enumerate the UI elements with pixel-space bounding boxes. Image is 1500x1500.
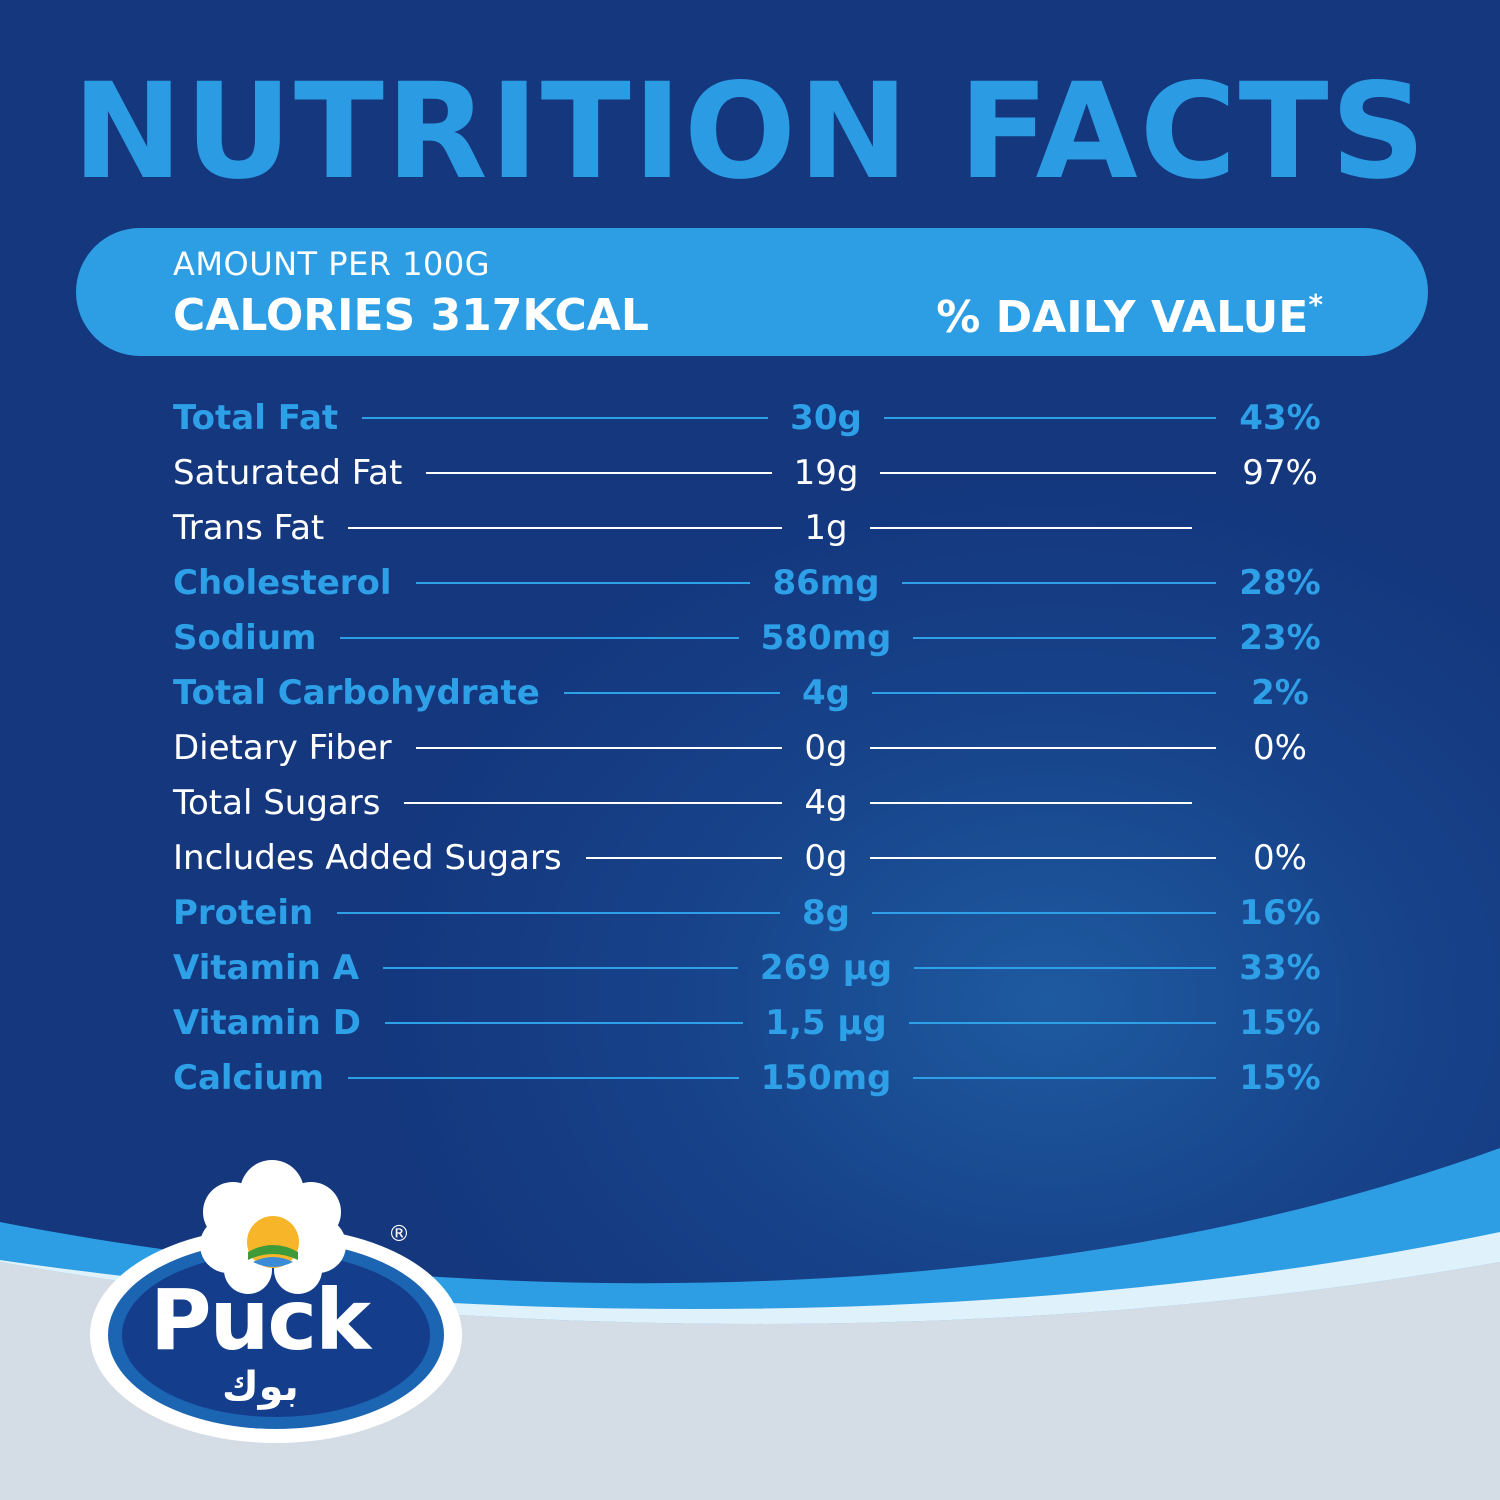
nutrient-amount: 8g [802, 893, 850, 933]
leader-line [415, 747, 783, 749]
nutrient-amount: 19g [793, 453, 859, 493]
nutrient-row: Cholesterol 86mg 28% [0, 563, 1500, 603]
nutrient-name: Total Fat [173, 398, 339, 438]
leader-line [869, 747, 1216, 749]
leader-line [883, 417, 1216, 419]
nutrient-amount: 1g [804, 508, 848, 548]
nutrient-name: Total Carbohydrate [173, 673, 540, 713]
leader-line [337, 912, 780, 914]
leader-line [869, 802, 1192, 804]
leader-line [869, 527, 1192, 529]
nutrient-amount: 30g [790, 398, 862, 438]
daily-value-asterisk: * [1308, 288, 1323, 321]
nutrient-name: Includes Added Sugars [173, 838, 562, 878]
nutrient-row: Protein 8g 16% [0, 893, 1500, 933]
nutrient-name: Dietary Fiber [173, 728, 392, 768]
page-title: NUTRITION FACTS [72, 55, 1428, 209]
leader-line [880, 472, 1216, 474]
nutrient-daily-value: 97% [1242, 453, 1318, 493]
nutrient-daily-value: 0% [1253, 838, 1307, 878]
leader-line [383, 967, 738, 969]
puck-logo [90, 1160, 462, 1443]
nutrient-daily-value: 28% [1239, 563, 1321, 603]
nutrient-row: Sodium 580mg 23% [0, 618, 1500, 658]
nutrient-row: Trans Fat 1g [0, 508, 1500, 548]
nutrient-daily-value: 16% [1239, 893, 1321, 933]
nutrient-name: Sodium [173, 618, 317, 658]
leader-line [340, 637, 739, 639]
nutrient-amount: 0g [804, 728, 848, 768]
leader-line [908, 1022, 1216, 1024]
nutrient-row: Total Sugars 4g [0, 783, 1500, 823]
nutrient-amount: 4g [804, 783, 848, 823]
leader-line [347, 1077, 739, 1079]
leader-line [384, 1022, 744, 1024]
nutrient-daily-value: 15% [1239, 1058, 1321, 1098]
leader-line [901, 582, 1216, 584]
nutrient-amount: 269 µg [759, 948, 893, 988]
nutrient-daily-value: 15% [1239, 1003, 1321, 1043]
nutrient-amount: 580mg [760, 618, 892, 658]
nutrient-name: Total Sugars [173, 783, 381, 823]
nutrient-name: Trans Fat [173, 508, 325, 548]
nutrient-name: Vitamin A [173, 948, 360, 988]
nutrient-name: Vitamin D [173, 1003, 361, 1043]
daily-value-header: % DAILY VALUE* [936, 288, 1323, 343]
nutrient-amount: 150mg [760, 1058, 892, 1098]
leader-line [914, 967, 1216, 969]
nutrient-amount: 0g [804, 838, 848, 878]
leader-line [426, 472, 772, 474]
leader-line [869, 857, 1216, 859]
nutrient-row: Saturated Fat 19g 97% [0, 453, 1500, 493]
nutrient-name: Calcium [173, 1058, 324, 1098]
leader-line [585, 857, 783, 859]
nutrient-name: Protein [173, 893, 314, 933]
header-band: AMOUNT PER 100G CALORIES 317KCAL % DAILY… [76, 228, 1428, 356]
nutrient-daily-value: 33% [1239, 948, 1321, 988]
nutrient-row: Total Carbohydrate 4g 2% [0, 673, 1500, 713]
amount-per-label: AMOUNT PER 100G [173, 245, 491, 283]
nutrient-daily-value: 43% [1239, 398, 1321, 438]
leader-line [415, 582, 751, 584]
nutrient-name: Cholesterol [173, 563, 392, 603]
leader-line [871, 912, 1216, 914]
nutrient-amount: 4g [802, 673, 850, 713]
leader-line [348, 527, 783, 529]
calories-label: CALORIES 317KCAL [173, 290, 649, 341]
leader-line [913, 1077, 1216, 1079]
daily-value-label: % DAILY VALUE [936, 292, 1309, 343]
nutrient-row: Total Fat 30g 43% [0, 398, 1500, 438]
leader-line [913, 637, 1216, 639]
nutrient-daily-value: 23% [1239, 618, 1321, 658]
nutrient-amount: 86mg [772, 563, 880, 603]
nutrient-row: Vitamin A 269 µg 33% [0, 948, 1500, 988]
nutrient-row: Includes Added Sugars 0g 0% [0, 838, 1500, 878]
leader-line [563, 692, 780, 694]
logo-arabic-text: بوك [222, 1364, 299, 1410]
nutrient-amount: 1,5 µg [765, 1003, 887, 1043]
leader-line [871, 692, 1216, 694]
nutrient-row: Vitamin D 1,5 µg 15% [0, 1003, 1500, 1043]
logo-brand-text: Puck [150, 1271, 371, 1369]
nutrient-row: Dietary Fiber 0g 0% [0, 728, 1500, 768]
leader-line [362, 417, 769, 419]
nutrient-name: Saturated Fat [173, 453, 403, 493]
nutrient-row: Calcium 150mg 15% [0, 1058, 1500, 1098]
leader-line [404, 802, 783, 804]
registered-mark: ® [388, 1222, 410, 1247]
nutrient-daily-value: 0% [1253, 728, 1307, 768]
nutrient-daily-value: 2% [1251, 673, 1309, 713]
